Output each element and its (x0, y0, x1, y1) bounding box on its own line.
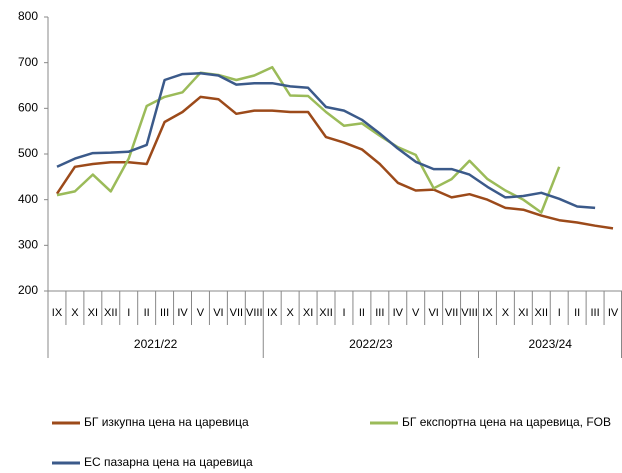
x-tick-label: XI (518, 307, 528, 319)
x-tick-label: XI (303, 307, 313, 319)
x-tick-label: XI (88, 307, 98, 319)
x-tick-label: V (197, 307, 205, 319)
series-line (55, 95, 614, 230)
y-tick-label: 400 (18, 192, 38, 206)
x-tick-label: I (342, 307, 345, 319)
x-tick-label: V (412, 307, 420, 319)
x-tick-label: II (359, 307, 365, 319)
x-tick-label: VI (213, 307, 223, 319)
x-tick-label: XII (104, 307, 117, 319)
x-tick-label: II (574, 307, 580, 319)
y-tick-label: 800 (18, 9, 38, 23)
group-label: 2022/23 (349, 337, 393, 351)
x-tick-label: III (160, 307, 169, 319)
legend-label: ЕС пазарна цена на царевица (84, 455, 253, 469)
x-tick-label: III (591, 307, 600, 319)
x-tick-label: IX (267, 307, 278, 319)
x-tick-label: VII (445, 307, 458, 319)
legend-label: БГ експортна цена на царевица, FOB (402, 415, 611, 429)
x-tick-label: IV (608, 307, 619, 319)
series-line (56, 71, 596, 210)
series-line (56, 65, 561, 214)
group-label: 2023/24 (529, 337, 573, 351)
x-tick-label: X (286, 307, 294, 319)
x-tick-label: IV (177, 307, 188, 319)
x-tick-label: VIII (246, 307, 263, 319)
y-tick-label: 200 (18, 283, 38, 297)
x-tick-label: VI (428, 307, 438, 319)
y-tick-label: 300 (18, 238, 38, 252)
x-tick-label: XII (319, 307, 332, 319)
y-tick-label: 700 (18, 55, 38, 69)
x-tick-label: IX (482, 307, 493, 319)
y-tick-label: 600 (18, 101, 38, 115)
x-tick-label: I (127, 307, 130, 319)
x-tick-label: X (502, 307, 510, 319)
x-tick-label: II (144, 307, 150, 319)
x-tick-label: XII (535, 307, 548, 319)
x-tick-label: III (375, 307, 384, 319)
legend-label: БГ изкупна цена на царевица (84, 415, 249, 429)
x-tick-label: X (71, 307, 79, 319)
x-tick-label: VII (230, 307, 243, 319)
x-tick-label: VIII (461, 307, 478, 319)
y-tick-label: 500 (18, 146, 38, 160)
x-tick-label: I (558, 307, 561, 319)
x-tick-label: IX (52, 307, 63, 319)
x-tick-label: IV (393, 307, 404, 319)
group-label: 2021/22 (134, 337, 178, 351)
